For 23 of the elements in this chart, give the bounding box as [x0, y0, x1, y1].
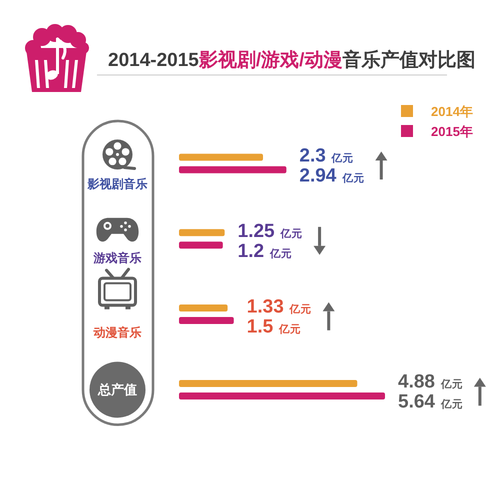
bar — [179, 166, 286, 174]
bar — [179, 242, 223, 249]
data-label: 1.5 亿元 — [246, 316, 302, 338]
data-label: 2.3 亿元 — [299, 146, 354, 166]
data-label: 1.2 亿元 — [238, 240, 292, 262]
chart-title: 2014-2015影视剧/游戏/动漫音乐产值对比图 — [108, 49, 476, 71]
data-label: 1.33 亿元 — [246, 296, 312, 318]
y-tick-label: 游戏音乐 — [92, 250, 142, 265]
bar — [179, 392, 385, 400]
data-label: 4.88 亿元 — [398, 372, 463, 393]
y-tick-label: 影视剧音乐 — [86, 177, 148, 191]
y-tick-label: 总产值 — [97, 382, 137, 398]
legend-label: 2014年 — [431, 104, 473, 119]
y-tick-label: 动漫音乐 — [92, 325, 142, 340]
bar — [179, 380, 358, 387]
bar — [179, 304, 228, 312]
bar — [179, 154, 264, 161]
data-label: 5.64 亿元 — [398, 392, 463, 413]
legend-label: 2015年 — [431, 124, 473, 139]
data-label: 2.94 亿元 — [299, 166, 364, 186]
bar — [179, 317, 234, 324]
data-label: 1.25 亿元 — [238, 220, 303, 242]
bar — [179, 229, 225, 236]
